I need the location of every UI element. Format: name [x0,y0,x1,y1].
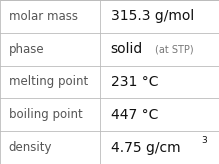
Text: molar mass: molar mass [9,10,78,23]
Text: solid: solid [111,42,143,56]
Text: melting point: melting point [9,75,88,89]
Text: 4.75 g/cm: 4.75 g/cm [111,141,180,155]
Text: (at STP): (at STP) [155,44,194,54]
Text: 315.3 g/mol: 315.3 g/mol [111,9,194,23]
Text: 3: 3 [201,136,207,145]
Text: density: density [9,141,52,154]
Text: 447 °C: 447 °C [111,108,158,122]
Text: 231 °C: 231 °C [111,75,158,89]
Text: phase: phase [9,43,44,56]
Text: boiling point: boiling point [9,108,83,121]
